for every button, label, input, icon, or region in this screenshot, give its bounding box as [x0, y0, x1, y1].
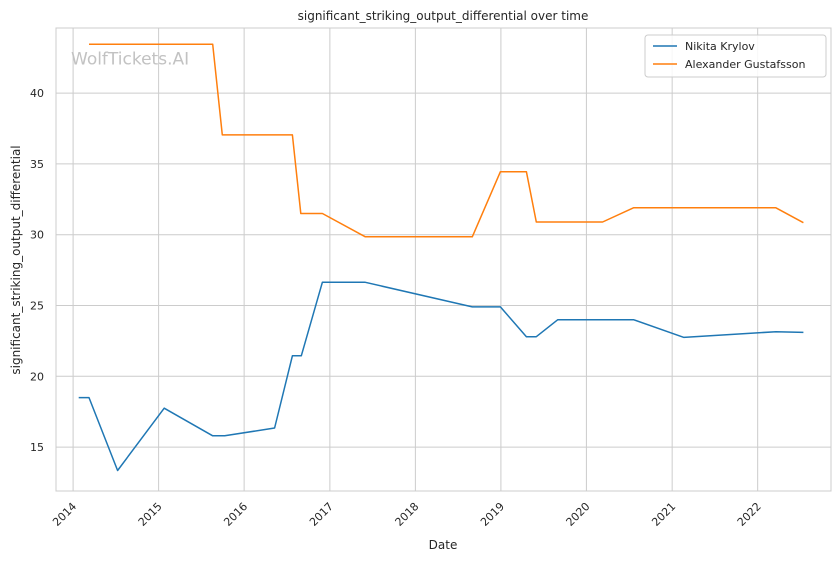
legend-label-nikita-krylov: Nikita Krylov	[685, 40, 755, 53]
series-lines	[78, 43, 804, 472]
series-line-nikita-krylov	[78, 281, 804, 472]
y-tick-label: 20	[30, 370, 44, 383]
x-tick-label: 2016	[221, 500, 250, 529]
watermark: WolfTickets.AI	[71, 50, 189, 70]
x-tick-label: 2014	[50, 500, 79, 529]
legend: Nikita Krylov Alexander Gustafsson	[644, 34, 827, 78]
y-tick-label: 25	[30, 300, 44, 313]
y-tick-label: 15	[30, 441, 44, 454]
y-axis-title: significant_striking_output_differential	[9, 145, 23, 374]
plot-frame	[55, 27, 832, 492]
x-axis-title: Date	[429, 538, 458, 552]
y-tick-labels: 15 20 25 30 35 40	[30, 87, 44, 454]
x-tick-label: 2022	[735, 500, 764, 529]
x-tick-label: 2021	[649, 500, 678, 529]
x-tick-label: 2020	[564, 500, 593, 529]
series-line-alexander-gustafsson	[89, 43, 804, 238]
x-tick-label: 2017	[307, 500, 336, 529]
grid	[56, 28, 831, 491]
y-tick-label: 30	[30, 229, 44, 242]
x-tick-label: 2015	[136, 500, 165, 529]
chart-title: significant_striking_output_differential…	[298, 9, 589, 23]
x-tick-label: 2018	[393, 500, 422, 529]
x-tick-label: 2019	[478, 500, 507, 529]
x-tick-labels: 2014 2015 2016 2017 2018 2019 2020 2021 2022	[50, 500, 764, 529]
legend-label-alexander-gustafsson: Alexander Gustafsson	[685, 58, 805, 71]
y-tick-label: 40	[30, 87, 44, 100]
legend-box	[644, 34, 827, 78]
y-tick-label: 35	[30, 158, 44, 171]
